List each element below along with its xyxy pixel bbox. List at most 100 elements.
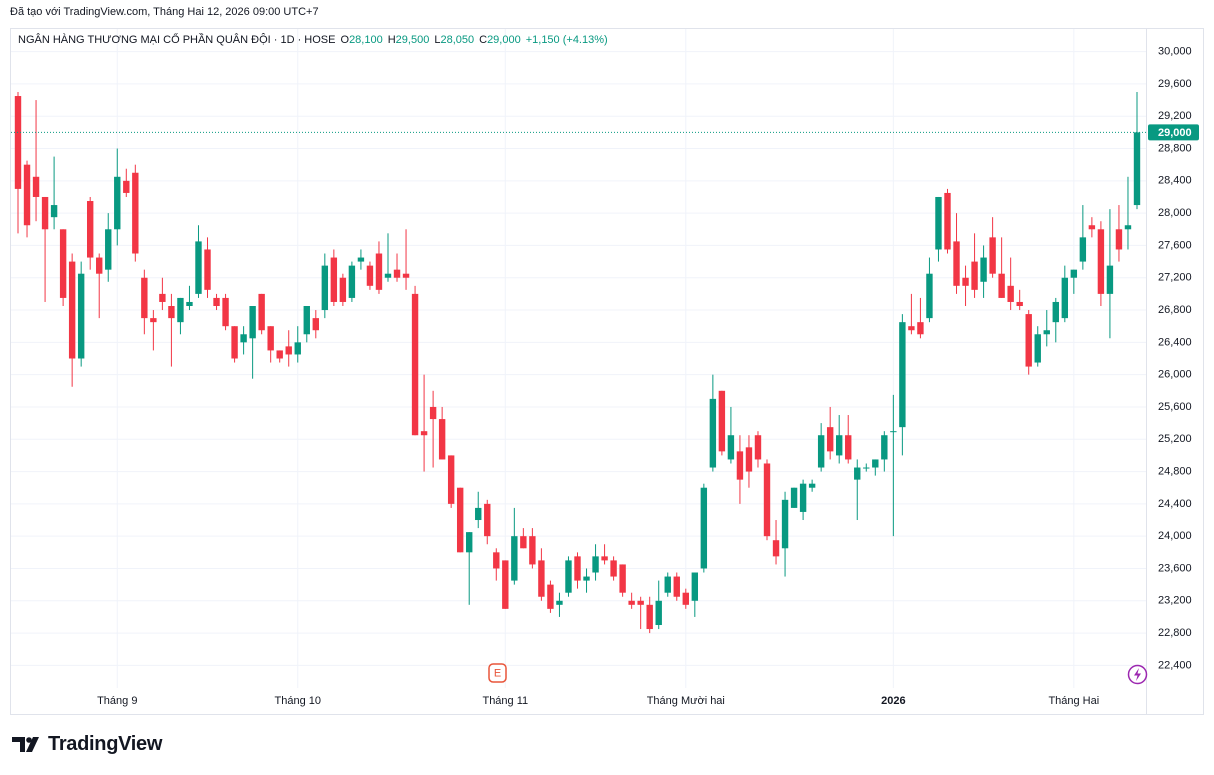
- candle-body: [466, 532, 473, 553]
- candle-body: [105, 229, 112, 270]
- y-tick-label: 28,000: [1158, 207, 1192, 219]
- candle-body: [953, 241, 960, 286]
- axes: 22,400 22,800 23,200 23,600 24,000 24,400 24,8…: [97, 29, 1199, 714]
- y-tick-label: 22,400: [1158, 659, 1192, 671]
- candle-body: [989, 237, 996, 274]
- candle-body: [890, 431, 897, 433]
- candle-body: [258, 293, 265, 331]
- x-tick-label: Tháng 9: [97, 695, 137, 707]
- candle-body: [456, 487, 464, 553]
- candle-body: [249, 306, 256, 339]
- candle-body: [168, 306, 175, 319]
- y-tick-label: 28,400: [1158, 175, 1192, 187]
- candle-body: [944, 192, 951, 250]
- candle-body: [222, 297, 229, 327]
- candle-body: [393, 269, 401, 278]
- candle-body: [195, 241, 202, 294]
- candle-body: [547, 584, 554, 609]
- candle-body: [619, 564, 626, 593]
- candle-body: [141, 277, 148, 319]
- legend-value: 29,000: [487, 34, 521, 46]
- legend-value: 29,500: [395, 34, 430, 46]
- candle-body: [673, 576, 680, 597]
- candle-body: [438, 419, 446, 460]
- candle-body: [1088, 225, 1096, 230]
- candle-body: [718, 390, 726, 452]
- legend-value: 28,100: [349, 34, 383, 46]
- y-tick-label: 24,000: [1158, 530, 1192, 542]
- candle-body: [50, 205, 58, 218]
- candle-body: [1124, 225, 1132, 230]
- candle-body: [745, 447, 753, 472]
- candle-body: [511, 536, 518, 581]
- candle-body: [1034, 334, 1041, 363]
- candle-body: [520, 536, 527, 549]
- candle-body: [32, 176, 40, 197]
- x-tick-label: Tháng 10: [275, 695, 321, 707]
- last-price-label: 29,000: [1158, 127, 1192, 139]
- candle-body: [790, 487, 798, 508]
- candle-body: [132, 172, 139, 254]
- candle-body: [736, 451, 744, 480]
- y-tick-label: 25,200: [1158, 433, 1192, 445]
- candle-body: [294, 342, 301, 355]
- candle-body: [583, 576, 590, 581]
- candle-body: [123, 180, 130, 193]
- candle-body: [763, 463, 771, 537]
- candle-body: [601, 556, 608, 561]
- y-tick-label: 23,200: [1158, 595, 1192, 607]
- candle-body: [96, 257, 103, 274]
- legend-value: 28,050: [440, 34, 475, 46]
- candle-body: [565, 560, 572, 593]
- y-tick-label: 26,000: [1158, 369, 1192, 381]
- last-price-box: [1148, 124, 1199, 141]
- candle-body: [41, 196, 49, 230]
- candle-body: [529, 536, 536, 565]
- candle-body: [1007, 285, 1014, 302]
- y-tick-label: 26,800: [1158, 304, 1192, 316]
- candle-body: [1133, 132, 1141, 206]
- candle-body: [1106, 265, 1114, 294]
- candle-body: [845, 435, 852, 460]
- candle-body: [808, 483, 816, 488]
- y-tick-label: 26,400: [1158, 336, 1192, 348]
- candle-body: [150, 318, 157, 323]
- candle-body: [817, 435, 825, 468]
- candle-body: [962, 277, 969, 286]
- y-tick-label: 30,000: [1158, 46, 1192, 58]
- candle-body: [1115, 229, 1123, 250]
- brand: TradingView: [48, 733, 163, 755]
- candle-body: [610, 560, 617, 577]
- y-tick-label: 22,800: [1158, 627, 1192, 639]
- candle-body: [899, 322, 906, 428]
- candle-body: [357, 257, 365, 262]
- candle-body: [14, 96, 22, 189]
- candle-body: [863, 467, 870, 469]
- candle-body: [312, 318, 319, 331]
- candle-body: [1016, 301, 1023, 307]
- candle-body: [1052, 301, 1059, 323]
- candle-body: [502, 560, 509, 609]
- candle-body: [177, 297, 184, 323]
- earnings-marker[interactable]: E: [488, 663, 507, 683]
- candle-body: [664, 576, 671, 593]
- candle-body: [917, 322, 924, 335]
- y-tick-label: 24,800: [1158, 465, 1192, 477]
- candle-body: [826, 427, 834, 452]
- legend-key: O: [340, 34, 350, 46]
- y-tick-label: 25,600: [1158, 401, 1192, 413]
- candle-body: [321, 265, 329, 311]
- candle-body: [77, 273, 85, 359]
- events-icon[interactable]: [1127, 664, 1148, 685]
- candle-body: [772, 540, 780, 557]
- legend-key: C: [479, 34, 488, 46]
- candle-body: [1025, 314, 1032, 367]
- x-tick-label: Tháng 11: [482, 695, 528, 707]
- candle-body: [1079, 237, 1087, 262]
- candle-body: [429, 406, 437, 420]
- candle-body: [836, 435, 843, 456]
- y-tick-label: 27,600: [1158, 239, 1192, 251]
- candle-body: [908, 326, 915, 331]
